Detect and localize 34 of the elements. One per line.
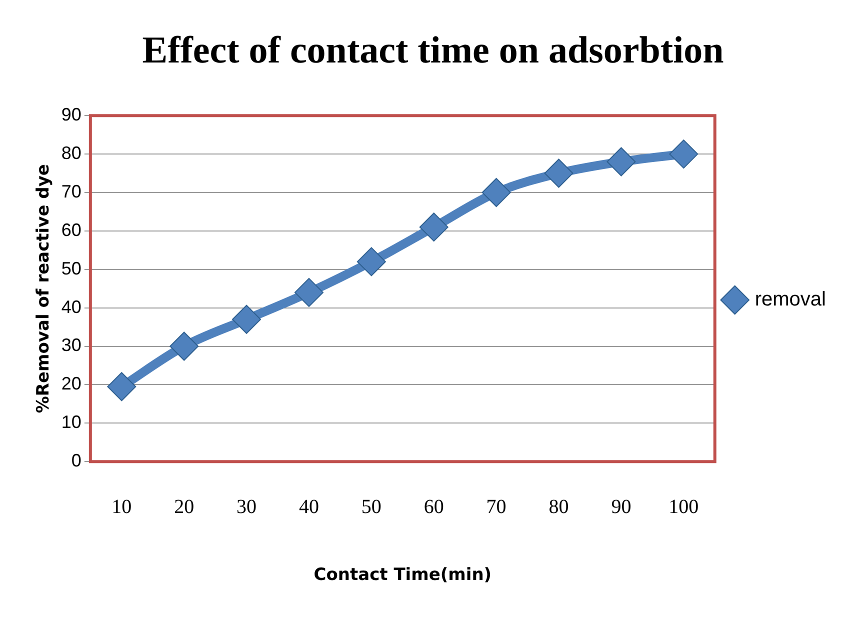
legend-label: removal xyxy=(754,288,826,311)
y-tick-label: 60 xyxy=(61,220,82,240)
x-tick-label: 50 xyxy=(361,496,382,518)
x-tick-label: 100 xyxy=(668,496,699,518)
point xyxy=(294,278,324,307)
y-tick-label: 50 xyxy=(61,258,82,278)
y-tick-label: 20 xyxy=(61,374,82,394)
y-tick-label: 40 xyxy=(61,296,82,317)
y-tick-label: 0 xyxy=(71,450,82,471)
point xyxy=(232,304,262,334)
y-axis-title: %Removal of reactive dye xyxy=(34,164,54,414)
y-tick-label: 70 xyxy=(61,181,82,202)
point xyxy=(482,178,511,207)
point xyxy=(544,158,574,188)
x-tick-label: 10 xyxy=(112,496,132,518)
point xyxy=(606,147,636,176)
point xyxy=(669,140,698,169)
y-tick-label: 90 xyxy=(61,104,82,125)
x-axis-title: Contact Time(min) xyxy=(314,565,492,586)
x-tick-label: 20 xyxy=(174,496,194,518)
x-tick-label: 40 xyxy=(298,496,319,518)
x-tick-label: 90 xyxy=(611,496,632,518)
point xyxy=(356,247,386,276)
point xyxy=(107,372,136,402)
chart-title: Effect of contact time on adsorbtion xyxy=(142,30,724,72)
y-tick-label: 10 xyxy=(61,412,82,432)
y-tick-label: 30 xyxy=(61,335,82,356)
x-tick-label: 30 xyxy=(236,496,257,518)
y-tick-label: 80 xyxy=(61,143,82,164)
point xyxy=(170,332,199,361)
x-tick-label: 60 xyxy=(424,496,444,518)
x-tick-label: 80 xyxy=(548,496,569,518)
x-tick-label: 70 xyxy=(486,496,506,518)
point xyxy=(419,212,448,242)
